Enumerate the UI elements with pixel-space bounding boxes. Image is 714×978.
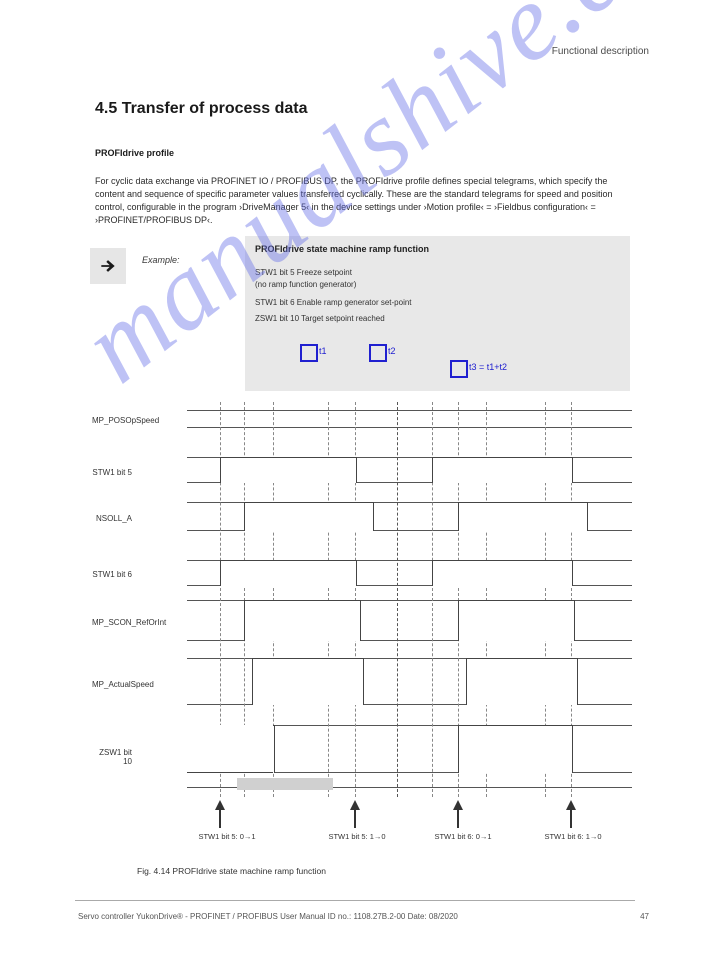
signal-pulse <box>432 457 573 483</box>
signal-pulse <box>432 560 573 586</box>
signal-pulse <box>458 502 588 531</box>
gray-bar <box>237 778 333 790</box>
up-arrow-icon <box>452 800 464 828</box>
row-label-0: MP_POSOpSpeed <box>92 416 132 425</box>
blue-label-t2: t2 <box>388 346 396 356</box>
blue-label-t3: t3 = t1+t2 <box>469 362 507 372</box>
up-arrow-icon <box>349 800 361 828</box>
signal-pulse <box>252 658 364 705</box>
hline <box>187 427 632 428</box>
arrow-label-0: STW1 bit 5: 0→1 <box>192 832 262 841</box>
signal-pulse <box>220 457 357 483</box>
signal-pulse <box>458 600 575 641</box>
up-arrow-icon <box>214 800 226 828</box>
box-line-1: STW1 bit 5 Freeze setpoint <box>255 268 352 277</box>
row-label-1: STW1 bit 5 <box>92 468 132 477</box>
signal-pulse <box>466 658 578 705</box>
example-gray-box: PROFIdrive state machine ramp function S… <box>245 236 630 391</box>
arrow-label-2: STW1 bit 6: 0→1 <box>428 832 498 841</box>
section-subtitle: PROFIdrive profile <box>95 148 174 158</box>
footer-page-number: 47 <box>640 912 649 921</box>
example-label: Example: <box>142 255 180 265</box>
row-label-3: STW1 bit 6 <box>92 570 132 579</box>
signal-pulse <box>458 725 573 773</box>
example-title: PROFIdrive state machine ramp function <box>255 244 429 254</box>
arrow-right-icon <box>90 248 126 284</box>
signal-pulse <box>220 560 357 586</box>
blue-square-3 <box>450 360 468 378</box>
row-label-2: NSOLL_A <box>92 514 132 523</box>
row-label-6: ZSW1 bit 10 <box>92 748 132 766</box>
figure-caption: Fig. 4.14 PROFIdrive state machine ramp … <box>137 866 326 876</box>
hline <box>187 410 632 411</box>
arrow-label-3: STW1 bit 6: 1→0 <box>538 832 608 841</box>
timing-chart: MP_POSOpSpeed STW1 bit 5 NSOLL_A STW1 bi… <box>137 402 635 832</box>
header-subtitle: Functional description <box>552 46 649 57</box>
up-arrow-icon <box>565 800 577 828</box>
row-label-4: MP_SCON_RefOrInt <box>92 618 132 627</box>
page: Functional description 4.5 Transfer of p… <box>0 0 714 978</box>
blue-square-1 <box>300 344 318 362</box>
arrow-label-1: STW1 bit 5: 1→0 <box>322 832 392 841</box>
box-line-3: ZSW1 bit 10 Target setpoint reached <box>255 314 385 323</box>
box-line-2: STW1 bit 6 Enable ramp generator set-poi… <box>255 298 412 307</box>
blue-square-2 <box>369 344 387 362</box>
vdash-center <box>397 402 398 797</box>
footer-divider <box>75 900 635 901</box>
signal-pulse <box>244 502 374 531</box>
row-label-5: MP_ActualSpeed <box>92 680 132 689</box>
intro-paragraph: For cyclic data exchange via PROFINET IO… <box>95 175 635 227</box>
footer-left: Servo controller YukonDrive® - PROFINET … <box>78 912 458 921</box>
section-title: 4.5 Transfer of process data <box>95 100 308 118</box>
signal-pulse <box>244 600 361 641</box>
box-line-1b: (no ramp function generator) <box>255 280 356 289</box>
blue-label-t1: t1 <box>319 346 327 356</box>
signal-pulse <box>187 725 273 773</box>
